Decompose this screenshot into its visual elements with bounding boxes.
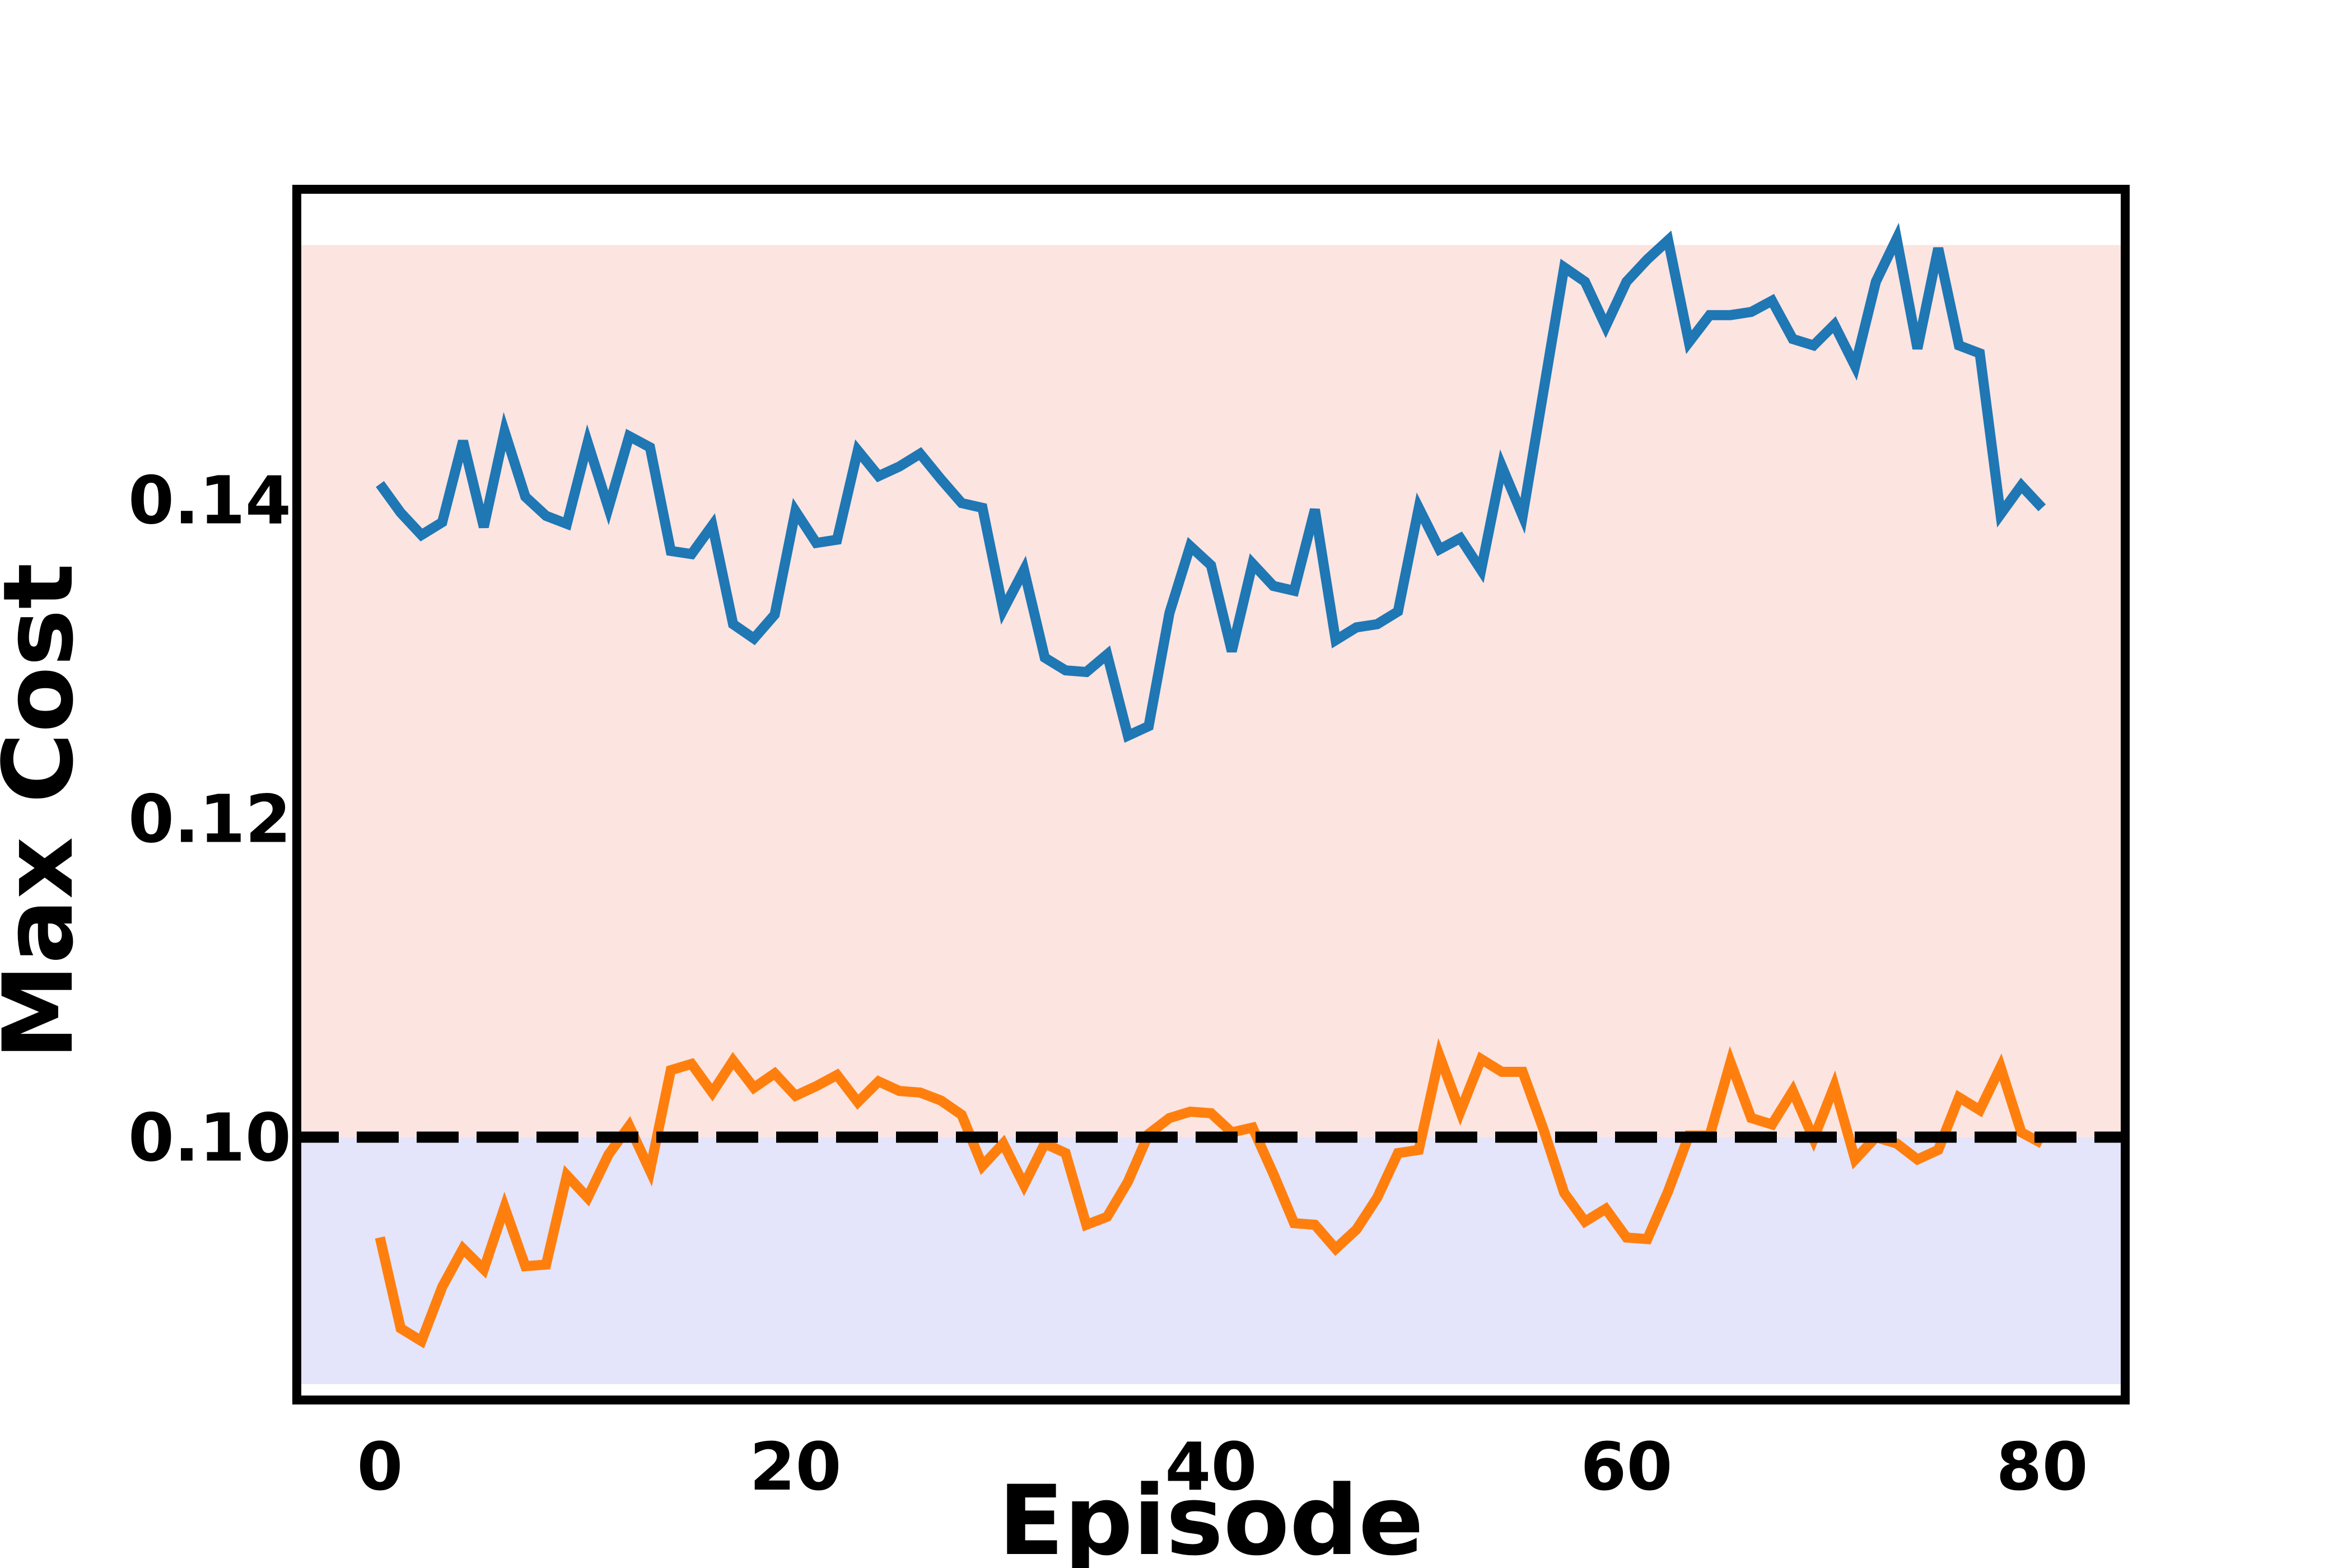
y-axis-title: Max Cost	[0, 563, 95, 1060]
background-bands	[300, 245, 2122, 1384]
band-1	[300, 1137, 2122, 1384]
x-tick-label: 0	[357, 1428, 403, 1505]
y-axis-ticks: 0.10 0.12 0.14	[128, 462, 291, 1177]
x-axis-ticks: 0 20 40 60 80	[357, 1428, 2088, 1505]
series-line-0	[376, 222, 2046, 743]
x-tick-label: 80	[1996, 1428, 2088, 1505]
y-tick-label: 0.14	[128, 462, 291, 539]
y-tick-label: 0.10	[128, 1099, 291, 1177]
x-tick-label: 60	[1580, 1428, 1672, 1505]
x-tick-label: 20	[749, 1428, 841, 1505]
x-axis-title: Episode	[998, 1464, 1424, 1568]
y-tick-label: 0.12	[128, 781, 291, 858]
plot-frame	[292, 185, 2130, 1404]
x-tick-label: 40	[1165, 1428, 1257, 1505]
band-0	[300, 245, 2122, 1137]
